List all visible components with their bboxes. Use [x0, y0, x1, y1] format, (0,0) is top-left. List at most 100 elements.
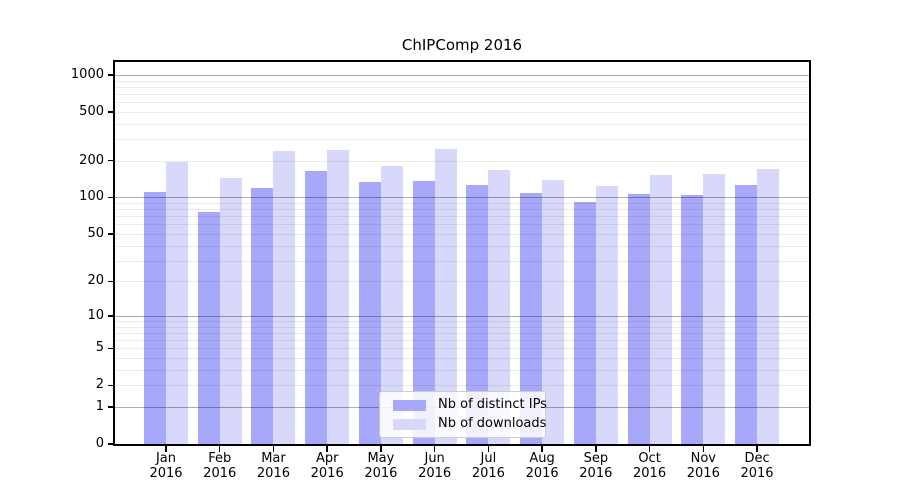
y-tick-mark-50	[108, 233, 114, 235]
bar-downloads-jun	[434, 149, 457, 444]
x-tick-label-nov: Nov 2016	[671, 451, 735, 481]
bar-ips-sep	[573, 202, 596, 444]
x-tick-month: Jan	[155, 451, 177, 466]
x-tick-label-apr: Apr 2016	[295, 451, 359, 481]
x-tick-year: 2016	[418, 466, 452, 481]
spine-bottom	[113, 444, 811, 446]
x-tick-month: Nov	[690, 451, 716, 466]
bar-downloads-apr	[327, 150, 350, 444]
y-tick-mark-100	[108, 196, 114, 199]
x-tick-mark-may	[380, 446, 382, 452]
bar-ips-apr	[305, 170, 328, 444]
bar-ips-dec	[735, 184, 758, 444]
bar-downloads-aug	[542, 180, 565, 444]
x-tick-label-oct: Oct 2016	[618, 451, 682, 481]
legend-label-ips: Nb of distinct IPs	[438, 397, 547, 412]
x-tick-mark-aug	[541, 446, 543, 452]
x-tick-month: Mar	[261, 451, 286, 466]
x-tick-label-aug: Aug 2016	[510, 451, 574, 481]
x-tick-label-feb: Feb 2016	[188, 451, 252, 481]
x-tick-month: Aug	[529, 451, 555, 466]
bar-downloads-jul	[488, 170, 511, 444]
x-tick-month: Feb	[208, 451, 232, 466]
bar-ips-aug	[520, 193, 543, 444]
x-tick-label-jun: Jun 2016	[403, 451, 467, 481]
bar-ips-feb	[197, 211, 220, 444]
x-tick-label-dec: Dec 2016	[725, 451, 789, 481]
bar-downloads-feb	[219, 177, 242, 444]
y-tick-label-200: 200	[79, 152, 104, 168]
bar-ips-jan	[144, 192, 166, 444]
x-tick-year: 2016	[256, 466, 290, 481]
x-tick-year: 2016	[471, 466, 505, 481]
x-tick-year: 2016	[203, 466, 237, 481]
y-tick-label-1: 1	[95, 398, 104, 414]
bar-ips-jul	[466, 185, 489, 444]
x-tick-label-sep: Sep 2016	[564, 451, 628, 481]
x-tick-year: 2016	[633, 466, 667, 481]
bar-ips-oct	[627, 193, 650, 444]
x-tick-label-mar: Mar 2016	[241, 451, 305, 481]
bar-downloads-dec	[757, 169, 780, 444]
y-tick-mark-20	[108, 280, 114, 283]
bar-downloads-jan	[166, 161, 188, 444]
x-tick-mark-jun	[433, 446, 436, 452]
x-tick-month: Jun	[424, 451, 445, 466]
x-tick-month: Apr	[315, 451, 339, 466]
x-tick-year: 2016	[364, 466, 398, 481]
x-tick-year: 2016	[740, 466, 774, 481]
bar-ips-mar	[251, 187, 274, 444]
x-tick-year: 2016	[686, 466, 720, 481]
x-tick-month: May	[367, 451, 395, 466]
y-tick-mark-1000	[108, 74, 114, 76]
x-tick-mark-jan	[165, 446, 167, 452]
x-tick-mark-feb	[219, 446, 221, 452]
y-tick-label-500: 500	[79, 103, 104, 119]
x-tick-month: Oct	[638, 451, 661, 466]
x-tick-mark-jul	[487, 446, 490, 452]
x-tick-year: 2016	[149, 466, 183, 481]
x-tick-month: Dec	[744, 451, 770, 466]
bar-downloads-may	[380, 165, 403, 444]
y-tick-label-100: 100	[79, 189, 104, 205]
y-tick-label-20: 20	[87, 273, 104, 289]
x-tick-mark-mar	[272, 446, 275, 452]
spine-top	[113, 60, 811, 62]
x-tick-month: Jul	[480, 451, 497, 466]
legend: Nb of distinct IPs Nb of downloads	[379, 391, 547, 438]
x-tick-mark-sep	[595, 446, 597, 452]
y-tick-label-10: 10	[87, 307, 104, 323]
y-tick-mark-1	[108, 406, 114, 408]
x-tick-year: 2016	[310, 466, 344, 481]
spine-right	[809, 60, 811, 446]
legend-item-downloads: Nb of downloads	[393, 416, 547, 431]
chart-title: ChIPComp 2016	[401, 36, 523, 54]
x-tick-mark-dec	[756, 446, 758, 452]
y-tick-label-0: 0	[95, 436, 104, 451]
bar-downloads-oct	[649, 175, 672, 444]
x-tick-mark-nov	[702, 446, 704, 452]
bar-downloads-nov	[703, 173, 726, 444]
legend-swatch-downloads	[393, 418, 426, 430]
x-tick-label-jul: Jul 2016	[456, 451, 520, 481]
y-tick-mark-10	[108, 315, 114, 317]
x-tick-mark-oct	[648, 446, 651, 452]
legend-item-ips: Nb of distinct IPs	[393, 397, 547, 412]
x-tick-month: Sep	[583, 451, 609, 466]
bar-downloads-mar	[273, 151, 296, 444]
x-tick-mark-apr	[326, 446, 328, 452]
bar-ips-jun	[412, 181, 435, 444]
legend-label-downloads: Nb of downloads	[438, 416, 547, 431]
y-tick-label-50: 50	[87, 225, 104, 241]
x-tick-label-may: May 2016	[349, 451, 413, 481]
y-tick-mark-2	[108, 384, 114, 386]
y-tick-mark-0	[108, 443, 114, 445]
x-tick-year: 2016	[525, 466, 559, 481]
y-tick-mark-500	[108, 111, 114, 113]
legend-swatch-ips	[393, 399, 426, 411]
y-tick-label-5: 5	[95, 340, 104, 356]
plot-area	[114, 60, 810, 444]
bar-ips-may	[358, 181, 381, 444]
y-tick-mark-5	[108, 347, 114, 349]
